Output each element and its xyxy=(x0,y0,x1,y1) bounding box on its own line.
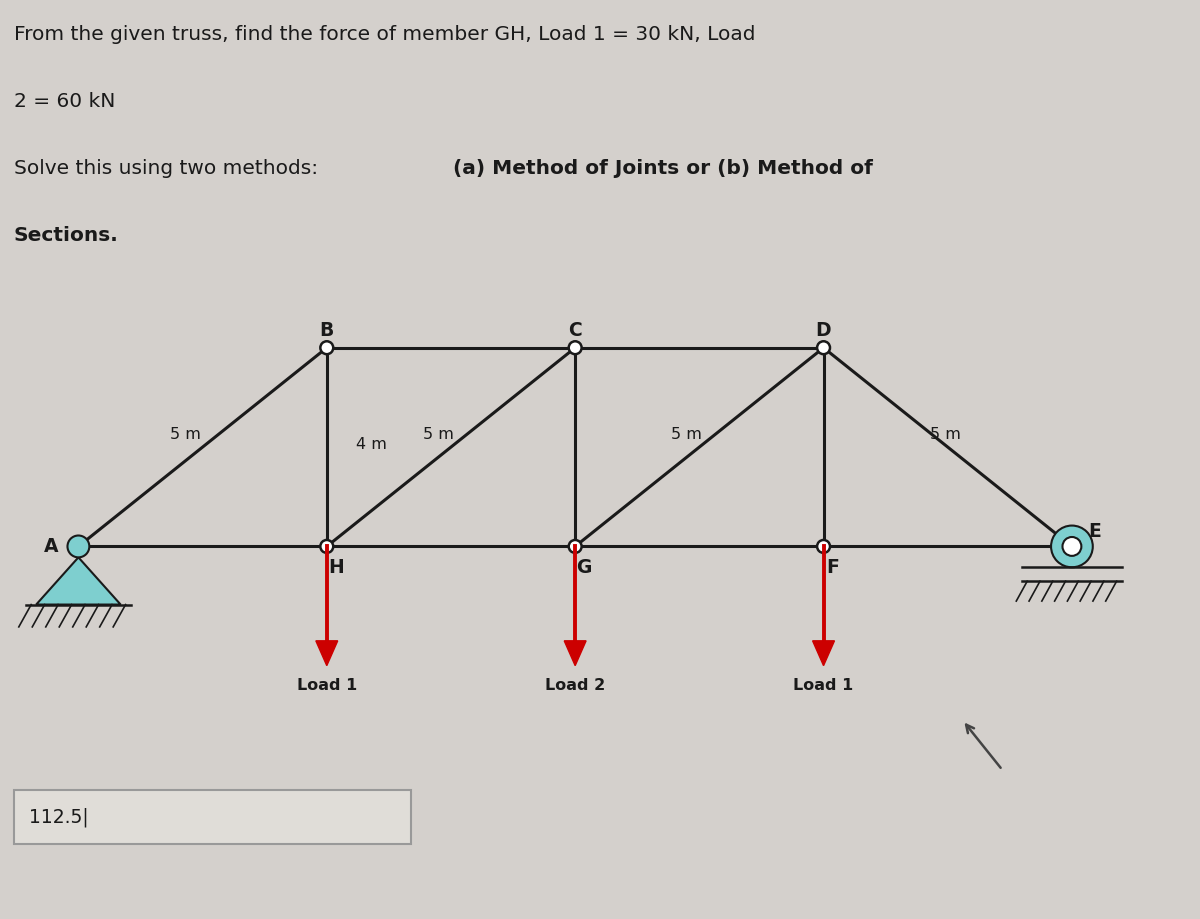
Text: G: G xyxy=(576,558,592,577)
Text: Sections.: Sections. xyxy=(14,226,119,245)
Circle shape xyxy=(72,540,85,553)
Text: 2 = 60 kN: 2 = 60 kN xyxy=(14,92,115,111)
Circle shape xyxy=(569,341,582,354)
Text: F: F xyxy=(826,558,839,577)
Text: Load 1: Load 1 xyxy=(296,678,356,693)
Polygon shape xyxy=(564,641,586,665)
Circle shape xyxy=(1066,540,1079,553)
Circle shape xyxy=(320,341,334,354)
Circle shape xyxy=(67,536,89,557)
Circle shape xyxy=(1051,526,1093,567)
Text: 5 m: 5 m xyxy=(930,427,961,442)
Text: C: C xyxy=(569,321,582,340)
Polygon shape xyxy=(36,557,121,605)
Text: From the given truss, find the force of member GH, Load 1 = 30 kN, Load: From the given truss, find the force of … xyxy=(14,25,755,44)
Polygon shape xyxy=(812,641,834,665)
Text: Load 1: Load 1 xyxy=(793,678,853,693)
Text: (a) Method of Joints or (b) Method of: (a) Method of Joints or (b) Method of xyxy=(454,159,874,178)
Text: B: B xyxy=(319,321,334,340)
Circle shape xyxy=(1062,537,1081,556)
Text: Load 2: Load 2 xyxy=(545,678,605,693)
Circle shape xyxy=(569,540,582,553)
Text: A: A xyxy=(44,537,59,556)
Circle shape xyxy=(817,341,830,354)
Text: E: E xyxy=(1088,522,1100,541)
Text: D: D xyxy=(816,321,832,340)
Text: 5 m: 5 m xyxy=(169,427,200,442)
Text: 4 m: 4 m xyxy=(355,437,386,452)
Text: 5 m: 5 m xyxy=(672,427,702,442)
FancyBboxPatch shape xyxy=(14,789,412,845)
Circle shape xyxy=(320,540,334,553)
Polygon shape xyxy=(316,641,337,665)
Text: H: H xyxy=(328,558,343,577)
Text: 5 m: 5 m xyxy=(424,427,454,442)
Text: 112.5|: 112.5| xyxy=(29,808,89,827)
Text: Solve this using two methods:: Solve this using two methods: xyxy=(14,159,324,178)
Circle shape xyxy=(817,540,830,553)
